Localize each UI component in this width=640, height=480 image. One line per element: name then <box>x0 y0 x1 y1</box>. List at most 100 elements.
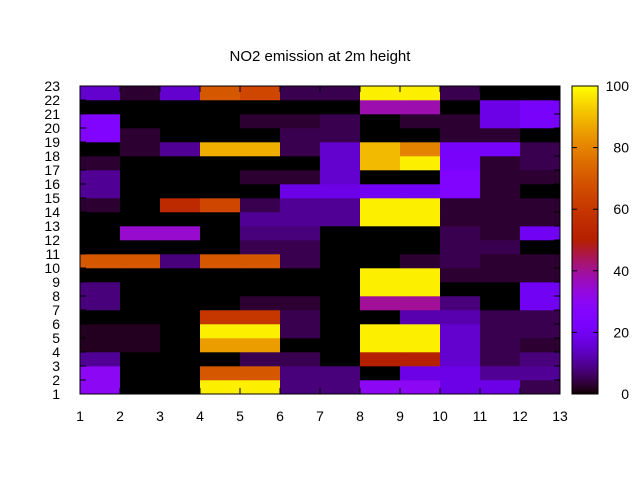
colorbar-segment <box>572 182 598 185</box>
heatmap-cell <box>240 240 281 255</box>
heatmap-cell <box>80 296 121 311</box>
y-tick-label: 15 <box>44 190 60 206</box>
heatmap-cell <box>240 254 281 269</box>
heatmap-cell <box>440 114 481 129</box>
heatmap-cell <box>200 86 241 101</box>
heatmap-cell <box>80 86 121 101</box>
y-tick-label: 10 <box>44 260 60 276</box>
heatmap-cell <box>280 142 321 157</box>
heatmap-cell <box>520 282 561 297</box>
colorbar-segment <box>572 198 598 201</box>
colorbar-segment <box>572 128 598 131</box>
heatmap-cell <box>440 254 481 269</box>
colorbar-segment <box>572 324 598 327</box>
heatmap-cell <box>240 86 281 101</box>
colorbar-segment <box>572 274 598 277</box>
heatmap-cell <box>240 226 281 241</box>
heatmap-cell <box>120 240 161 255</box>
colorbar-segment <box>572 236 598 239</box>
heatmap-cell <box>360 324 401 339</box>
heatmap-cell <box>160 184 201 199</box>
heatmap-cell <box>440 268 481 283</box>
heatmap-cell <box>240 128 281 143</box>
heatmap-cell <box>200 352 241 367</box>
colorbar-segment <box>572 142 598 145</box>
heatmap-cell <box>360 198 401 213</box>
heatmap-cell <box>520 240 561 255</box>
heatmap-cell <box>360 282 401 297</box>
colorbar-segment <box>572 284 598 287</box>
heatmap-cell <box>400 226 441 241</box>
heatmap-cell <box>400 282 441 297</box>
x-tick-label: 5 <box>236 408 244 424</box>
heatmap-cell <box>120 254 161 269</box>
heatmap-cell <box>120 338 161 353</box>
colorbar-segment <box>572 376 598 379</box>
colorbar-segment <box>572 130 598 133</box>
heatmap-cell <box>280 114 321 129</box>
heatmap-cell <box>480 310 521 325</box>
colorbar-segment <box>572 186 598 189</box>
heatmap-cell <box>200 226 241 241</box>
heatmap-cell <box>400 338 441 353</box>
heatmap-cell <box>200 100 241 115</box>
colorbar-segment <box>572 158 598 161</box>
colorbar-segment <box>572 240 598 243</box>
heatmap-cell <box>440 100 481 115</box>
heatmap-cell <box>440 170 481 185</box>
heatmap-cell <box>80 268 121 283</box>
heatmap-cell <box>240 282 281 297</box>
colorbar-segment <box>572 106 598 109</box>
heatmap-cell <box>80 310 121 325</box>
heatmap-cell <box>320 366 361 381</box>
heatmap-cell <box>280 338 321 353</box>
colorbar-segment <box>572 286 598 289</box>
heatmap-cell <box>200 240 241 255</box>
heatmap-cell <box>480 142 521 157</box>
heatmap-cell <box>160 380 201 395</box>
colorbar-segment <box>572 208 598 211</box>
heatmap-cell <box>240 184 281 199</box>
heatmap-cell <box>200 282 241 297</box>
heatmap-cell <box>360 352 401 367</box>
colorbar-segment <box>572 258 598 261</box>
colorbar-segment <box>572 298 598 301</box>
heatmap-cell <box>320 226 361 241</box>
heatmap-cell <box>480 86 521 101</box>
heatmap-cell <box>400 310 441 325</box>
colorbar-segment <box>572 332 598 335</box>
heatmap-cell <box>400 268 441 283</box>
heatmap-cell <box>320 212 361 227</box>
plot-frame <box>79 85 561 395</box>
colorbar-segment <box>572 204 598 207</box>
colorbar-segment <box>572 132 598 135</box>
heatmap-cell <box>120 324 161 339</box>
colorbar-segment <box>572 156 598 159</box>
colorbar-segment <box>572 206 598 209</box>
heatmap-cell <box>280 86 321 101</box>
colorbar-segment <box>572 116 598 119</box>
heatmap-cell <box>200 156 241 171</box>
heatmap-cell <box>480 254 521 269</box>
colorbar-segment <box>572 214 598 217</box>
y-tick-label: 13 <box>44 218 60 234</box>
colorbar-tick-label: 80 <box>613 140 629 156</box>
colorbar-segment <box>572 166 598 169</box>
colorbar-segment <box>572 266 598 269</box>
colorbar-segment <box>572 322 598 325</box>
heatmap-cell <box>440 156 481 171</box>
colorbar-segment <box>572 190 598 193</box>
heatmap-cell <box>240 366 281 381</box>
colorbar-segment <box>572 114 598 117</box>
heatmap-cell <box>280 268 321 283</box>
heatmap-cell <box>440 338 481 353</box>
heatmap-cell <box>480 380 521 395</box>
heatmap-cell <box>320 352 361 367</box>
heatmap-cell <box>400 114 441 129</box>
heatmap-cell <box>520 338 561 353</box>
colorbar-segment <box>572 262 598 265</box>
y-tick-label: 11 <box>45 246 60 262</box>
colorbar-segment <box>572 154 598 157</box>
colorbar-segment <box>572 388 598 391</box>
